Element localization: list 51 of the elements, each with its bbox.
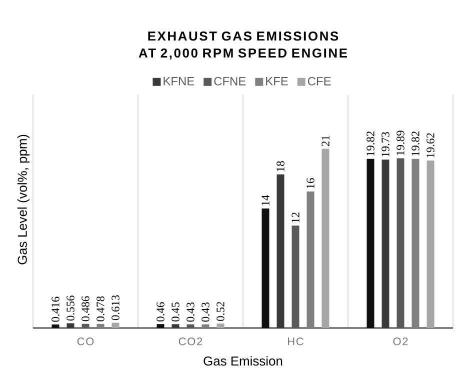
bar	[112, 322, 120, 328]
legend-label: KFNE	[164, 77, 194, 86]
data-label: 19.62	[426, 133, 434, 158]
x-tick-label: CO2	[178, 338, 202, 346]
bar	[396, 158, 404, 328]
data-label: 0.486	[82, 296, 90, 322]
x-tick-label: O2	[393, 338, 408, 346]
x-axis-title: Gas Emission	[204, 356, 282, 366]
y-axis-title: Gas Level (vol%, ppm)	[17, 134, 30, 264]
bar	[52, 324, 60, 328]
data-label: 0.478	[96, 296, 104, 322]
bar	[172, 324, 180, 328]
x-tick-label: HC	[288, 338, 304, 346]
data-label: 0.416	[52, 296, 60, 322]
data-label: 16	[306, 178, 314, 188]
bar	[366, 158, 374, 328]
bar	[306, 191, 314, 328]
data-label: 19.82	[366, 131, 374, 156]
data-label: 18	[276, 161, 284, 172]
data-label: 0.52	[216, 302, 224, 321]
bar	[96, 324, 104, 328]
data-label: 14	[262, 195, 270, 206]
bar	[412, 158, 420, 328]
data-label: 0.46	[156, 302, 164, 322]
legend-label: KFE	[266, 77, 288, 86]
legend-label: CFNE	[214, 76, 246, 86]
data-label: 19.89	[396, 130, 404, 156]
data-label: 12	[292, 212, 300, 222]
bar	[82, 324, 90, 328]
bar	[322, 148, 330, 328]
data-label: 19.73	[382, 132, 390, 156]
data-label: 0.556	[66, 296, 74, 321]
legend-label: CFE	[308, 76, 331, 86]
bar	[66, 323, 74, 328]
bar	[292, 226, 300, 328]
x-tick-label: CO	[77, 338, 94, 346]
data-label: 0.45	[172, 302, 180, 322]
bar	[156, 324, 164, 328]
data-label: 21	[322, 136, 330, 146]
bar	[276, 174, 284, 328]
data-label: 0.43	[186, 302, 194, 322]
data-label: 0.613	[112, 295, 120, 320]
chart-title: EXHAUST GAS EMISSIONS AT 2,000 RPM SPEED ENGINE	[138, 32, 347, 60]
bar	[262, 208, 270, 328]
bar	[426, 160, 434, 328]
data-label: 0.43	[202, 302, 210, 322]
bar	[202, 324, 210, 328]
bar	[186, 324, 194, 328]
data-label: 19.82	[412, 131, 420, 156]
bar	[382, 160, 390, 328]
bar	[216, 324, 224, 328]
